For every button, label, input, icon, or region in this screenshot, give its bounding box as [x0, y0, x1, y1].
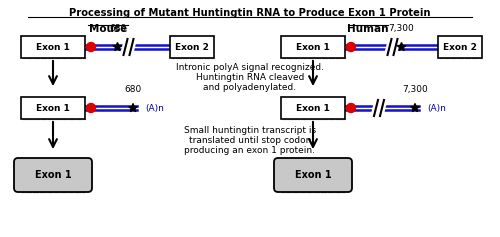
Text: Intronic polyA signal recognized.: Intronic polyA signal recognized. — [176, 63, 324, 72]
Text: and polyadenylated.: and polyadenylated. — [204, 83, 296, 92]
Text: Exon 1: Exon 1 — [296, 42, 330, 51]
Bar — [281, 97, 345, 119]
Polygon shape — [128, 104, 138, 112]
Polygon shape — [113, 42, 122, 51]
Text: 680: 680 — [124, 85, 142, 94]
Text: Exon 1: Exon 1 — [294, 170, 332, 180]
Bar — [21, 36, 85, 58]
Text: Exon 2: Exon 2 — [443, 42, 477, 51]
Text: (A)n: (A)n — [427, 104, 446, 113]
Text: Exon 2: Exon 2 — [175, 42, 209, 51]
Text: Exon 1: Exon 1 — [36, 104, 70, 113]
Polygon shape — [397, 42, 406, 51]
Text: Huntingtin RNA cleaved: Huntingtin RNA cleaved — [196, 73, 304, 82]
Text: Mouse: Mouse — [89, 24, 127, 34]
Text: translated until stop codon: translated until stop codon — [189, 136, 311, 145]
Bar — [21, 97, 85, 119]
Text: 7,300: 7,300 — [388, 24, 414, 33]
Bar — [170, 36, 214, 58]
Text: producing an exon 1 protein.: producing an exon 1 protein. — [184, 146, 316, 155]
FancyBboxPatch shape — [14, 158, 92, 192]
FancyBboxPatch shape — [274, 158, 352, 192]
Text: 7,300: 7,300 — [402, 85, 428, 94]
Text: Exon 1: Exon 1 — [296, 104, 330, 113]
Text: (A)n: (A)n — [145, 104, 164, 113]
Polygon shape — [410, 104, 420, 112]
Text: Small huntingtin transcript is: Small huntingtin transcript is — [184, 126, 316, 135]
Circle shape — [86, 104, 96, 113]
Circle shape — [86, 42, 96, 51]
Text: Exon 1: Exon 1 — [34, 170, 72, 180]
Text: 680: 680 — [109, 24, 126, 33]
Bar — [281, 36, 345, 58]
Text: Human: Human — [347, 24, 389, 34]
Text: Processing of Mutant Huntingtin RNA to Produce Exon 1 Protein: Processing of Mutant Huntingtin RNA to P… — [69, 8, 431, 18]
Text: Exon 1: Exon 1 — [36, 42, 70, 51]
Circle shape — [346, 42, 356, 51]
Circle shape — [346, 104, 356, 113]
Bar — [438, 36, 482, 58]
